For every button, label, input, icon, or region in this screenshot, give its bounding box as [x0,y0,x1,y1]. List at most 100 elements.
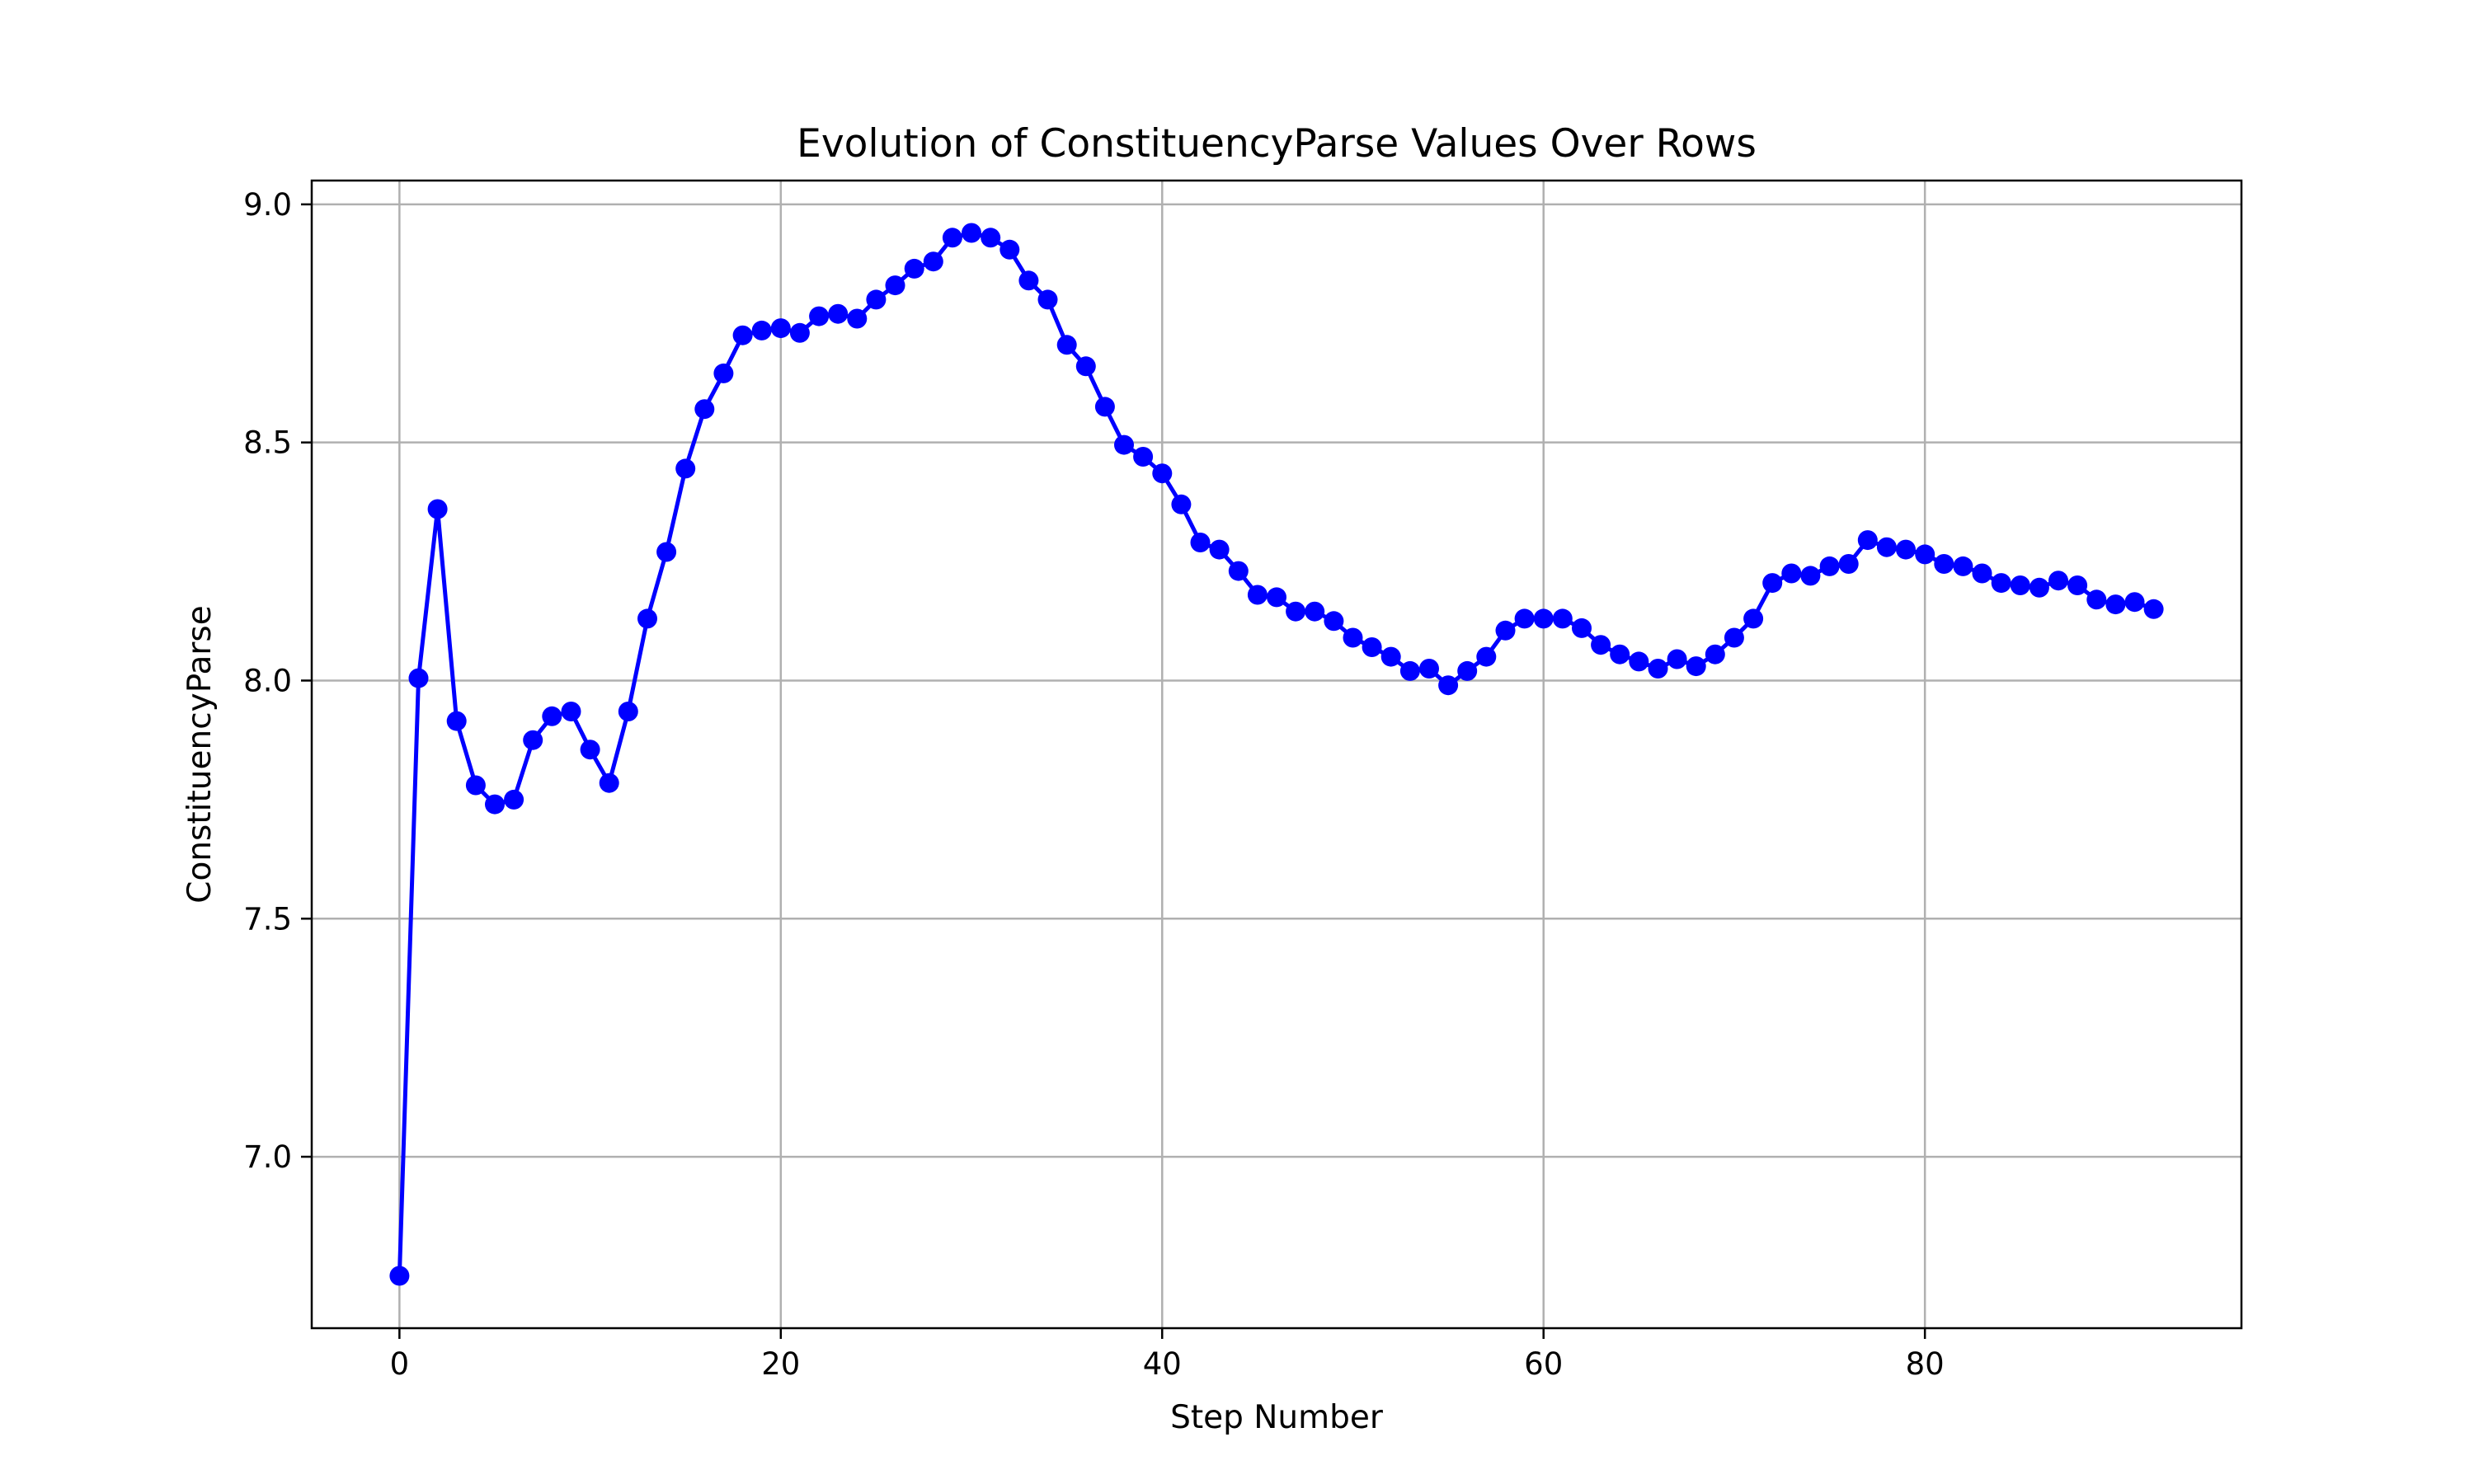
data-point [1209,539,1230,560]
data-point [1018,270,1039,291]
data-point [1819,556,1840,576]
data-point [1972,563,1992,584]
grid [312,181,2241,1328]
data-point [1762,573,1783,594]
data-point [1419,659,1439,679]
plot-frame [310,179,2243,1330]
x-tick-label: 40 [1143,1346,1182,1382]
data-point [1075,356,1096,377]
data-point [1648,659,1668,679]
data-point [962,223,981,243]
y-tick-label: 9.0 [243,187,292,223]
data-point [1094,397,1115,417]
y-tick-label: 8.0 [243,663,292,698]
data-point [656,542,677,562]
data-point [1476,646,1497,667]
data-point [1781,563,1802,584]
data-point [1324,611,1344,632]
data-point [504,789,524,810]
data-point [2010,575,2030,595]
data-point [2086,589,2107,610]
data-point [1743,608,1764,629]
x-tick-label: 0 [390,1346,410,1382]
data-point [713,363,734,383]
data-point [408,668,429,688]
data-point [2124,592,2145,613]
data-point [1915,544,1935,565]
data-point [1133,447,1154,467]
data-point [1514,608,1535,629]
data-point [1953,556,1973,576]
data-point [981,228,1001,248]
data-point [2105,594,2126,615]
data-point [485,794,505,815]
data-point [675,458,696,479]
data-point [1705,644,1725,665]
data-point [885,275,905,296]
data-point [580,740,600,760]
x-tick-label: 20 [761,1346,800,1382]
data-point [1667,649,1687,669]
y-tick-label: 7.0 [243,1139,292,1175]
data-point [2143,599,2164,619]
data-point [1037,289,1058,310]
data-point [1457,660,1478,681]
data-point [1896,539,1916,560]
data-point [1152,463,1173,484]
data-point [751,320,772,340]
data-point [904,258,924,279]
chart-title: Evolution of ConstituencyParse Values Ov… [797,121,1757,167]
data-point [942,228,962,248]
data-point [1247,585,1268,605]
data-point [789,322,810,343]
data-point [847,308,868,329]
data-point [923,251,943,272]
data-point [1228,561,1249,581]
data-point [465,775,486,796]
data-point [866,289,887,310]
data-point [618,702,638,721]
data-point [1399,660,1420,681]
data-point [1629,651,1649,672]
data-point [1495,620,1516,641]
data-point [523,730,543,750]
data-point [1857,530,1878,551]
data-point [2029,577,2049,598]
data-point [1380,646,1401,667]
data-point [1533,608,1554,629]
data-point [1438,675,1459,696]
data-point [770,318,791,339]
data-point [1838,554,1859,574]
data-point [1056,335,1077,355]
data-point [1572,618,1592,638]
data-point [2067,575,2088,595]
data-point [561,702,581,721]
data-point [1305,601,1325,622]
data-point [1190,533,1211,552]
data-point [1171,494,1192,514]
data-point [599,773,619,793]
data-point [1362,637,1382,657]
y-tick-label: 8.5 [243,425,292,461]
data-point [1610,644,1630,665]
data-point [389,1266,410,1286]
data-point [1286,601,1306,622]
data-point [1552,608,1573,629]
data-point [1876,537,1897,557]
data-point [1686,656,1706,677]
data-point [1591,635,1611,655]
data-point [1724,627,1744,648]
data-point [732,325,753,345]
x-axis-label: Step Number [1170,1399,1384,1436]
data-point [828,303,849,324]
axis-ticks: 0 20 40 60 80 7.0 7.5 8.0 8.5 9.0 [243,187,1945,1382]
data-point [446,711,467,731]
data-point [809,306,830,326]
data-point [1991,573,2011,594]
data-point [1114,434,1134,455]
data-point [1343,627,1363,648]
y-axis-label: ConstituencyParse [181,605,219,904]
data-point [1934,554,1954,574]
